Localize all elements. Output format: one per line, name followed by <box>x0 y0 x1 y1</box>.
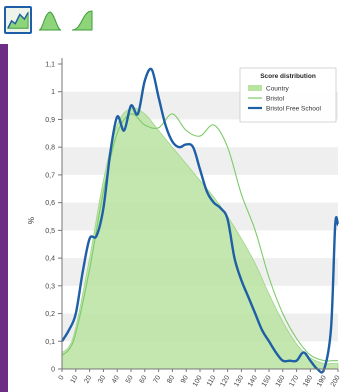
x-tick-label: 120 <box>219 374 231 388</box>
y-tick-label: 0,6 <box>45 200 55 207</box>
series-bristol-line <box>61 113 338 362</box>
x-tick-label: 200 <box>330 374 342 388</box>
y-tick-label: 0,2 <box>45 311 55 318</box>
x-tick-label: 60 <box>139 374 149 384</box>
x-tick-label: 30 <box>97 374 107 384</box>
legend-entry-country: Country <box>266 86 290 93</box>
legend-entry-bristol-free-school: Bristol Free School <box>266 106 321 113</box>
x-tick-label: 100 <box>192 374 204 388</box>
y-tick-label: 0,1 <box>45 339 55 346</box>
bell-curve-button[interactable] <box>36 6 64 34</box>
x-tick-label: 160 <box>275 374 287 388</box>
area-chart-button[interactable] <box>4 6 32 34</box>
x-tick-label: 170 <box>288 374 300 388</box>
x-tick-label: 50 <box>125 374 135 384</box>
legend-entry-bristol: Bristol <box>266 96 285 103</box>
x-tick-label: 130 <box>233 374 245 388</box>
x-tick-label: 0 <box>58 374 66 381</box>
x-tick-label: 40 <box>111 374 121 384</box>
y-tick-label: 0 <box>51 367 55 374</box>
score-distribution-chart: 0 0,1 0,2 0,3 0,4 0,5 0,6 0,7 0,8 0,9 1 1,1 0 10 20 30 4… <box>27 58 342 388</box>
x-tick-label: 140 <box>247 374 259 388</box>
y-tick-label: 0,5 <box>45 228 55 235</box>
y-tick-label: 0,8 <box>45 145 55 152</box>
y-tick-label: 0,4 <box>45 256 55 263</box>
x-tick-label: 90 <box>180 374 190 384</box>
legend-swatch-country <box>248 85 262 91</box>
x-tick-label: 10 <box>70 374 80 384</box>
x-tick-label: 70 <box>152 374 162 384</box>
area-chart-icon <box>7 10 29 29</box>
legend-box <box>239 67 337 123</box>
legend-title: Score distribution <box>260 73 316 80</box>
legend: Score distribution Country Bristol Bristol … <box>239 67 337 123</box>
x-tick-label: 110 <box>206 374 218 387</box>
y-tick-label: 0,7 <box>45 172 55 179</box>
x-tick-label: 190 <box>316 374 328 388</box>
y-axis-label: % <box>27 217 36 224</box>
brand-strip <box>0 44 8 392</box>
x-tick-label: 180 <box>302 374 314 388</box>
bell-curve-icon <box>38 11 62 31</box>
y-tick-label: 0,3 <box>45 283 55 290</box>
y-tick-label: 1,1 <box>45 62 55 69</box>
x-tick-label: 80 <box>166 374 176 384</box>
chart-type-toolbar <box>4 6 96 38</box>
y-tick-label: 0,9 <box>45 117 55 124</box>
cumulative-curve-icon <box>71 10 93 31</box>
x-tick-label: 150 <box>261 374 273 388</box>
y-tick-label: 1 <box>51 89 55 96</box>
cumulative-curve-button[interactable] <box>68 6 96 34</box>
x-tick-label: 20 <box>83 374 93 384</box>
series-bristol-free-school-line <box>60 67 340 374</box>
